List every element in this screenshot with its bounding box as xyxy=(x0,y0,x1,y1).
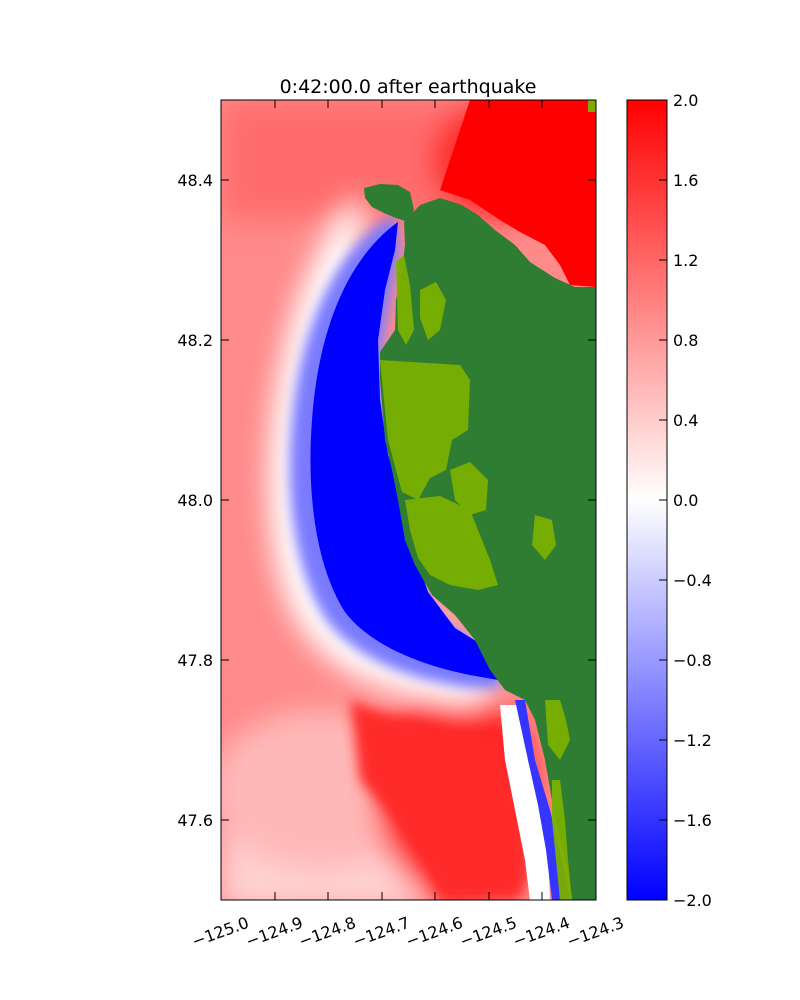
x-tick-label: −124.6 xyxy=(403,913,465,951)
colorbar-tick-labels: −2.0 −1.6 −1.2 −0.8 −0.4 0.0 0.4 0.8 1.2… xyxy=(673,91,712,910)
colorbar-tick-label: 1.6 xyxy=(673,171,698,190)
colorbar-tick-label: −0.4 xyxy=(673,571,712,590)
colorbar-tick-label: 1.2 xyxy=(673,251,698,270)
colorbar-tick-label: 0.4 xyxy=(673,411,698,430)
land-cape xyxy=(364,184,414,222)
x-tick-label: −124.5 xyxy=(457,913,519,951)
y-tick-label: 48.4 xyxy=(177,171,213,190)
colorbar: −2.0 −1.6 −1.2 −0.8 −0.4 0.0 0.4 0.8 1.2… xyxy=(626,91,712,910)
colorbar-tick-label: −1.6 xyxy=(673,811,712,830)
x-tick-label: −124.8 xyxy=(296,913,358,951)
x-tick-label: −124.7 xyxy=(350,913,412,951)
colorbar-tick-label: −1.2 xyxy=(673,731,712,750)
chart-title: 0:42:00.0 after earthquake xyxy=(280,76,537,98)
y-tick-label: 48.2 xyxy=(177,331,213,350)
land xyxy=(364,100,596,900)
x-tick-label: −125.0 xyxy=(189,913,251,951)
y-tick-label: 47.6 xyxy=(177,811,213,830)
x-tick-label: −124.3 xyxy=(564,913,626,951)
colorbar-ticks xyxy=(659,99,667,901)
y-axis xyxy=(221,179,596,821)
y-tick-labels: 47.6 47.8 48.0 48.2 48.4 xyxy=(177,171,213,830)
plot-area xyxy=(221,100,596,900)
x-tick-label: −124.9 xyxy=(243,913,305,951)
colorbar-tick-label: −0.8 xyxy=(673,651,712,670)
y-tick-label: 47.8 xyxy=(177,651,213,670)
x-axis xyxy=(220,100,597,900)
lowland-patches xyxy=(380,100,596,900)
x-tick-labels: −125.0 −124.9 −124.8 −124.7 −124.6 −124.… xyxy=(189,913,626,951)
trough-region xyxy=(289,215,500,688)
colorbar-tick-label: 0.8 xyxy=(673,331,698,350)
colorbar-tick-label: −2.0 xyxy=(673,891,712,910)
x-tick-label: −124.4 xyxy=(510,913,572,951)
colorbar-tick-label: 0.0 xyxy=(673,491,698,510)
colorbar-tick-label: 2.0 xyxy=(673,91,698,110)
high-wave-region-north xyxy=(440,100,596,287)
y-tick-label: 48.0 xyxy=(177,491,213,510)
